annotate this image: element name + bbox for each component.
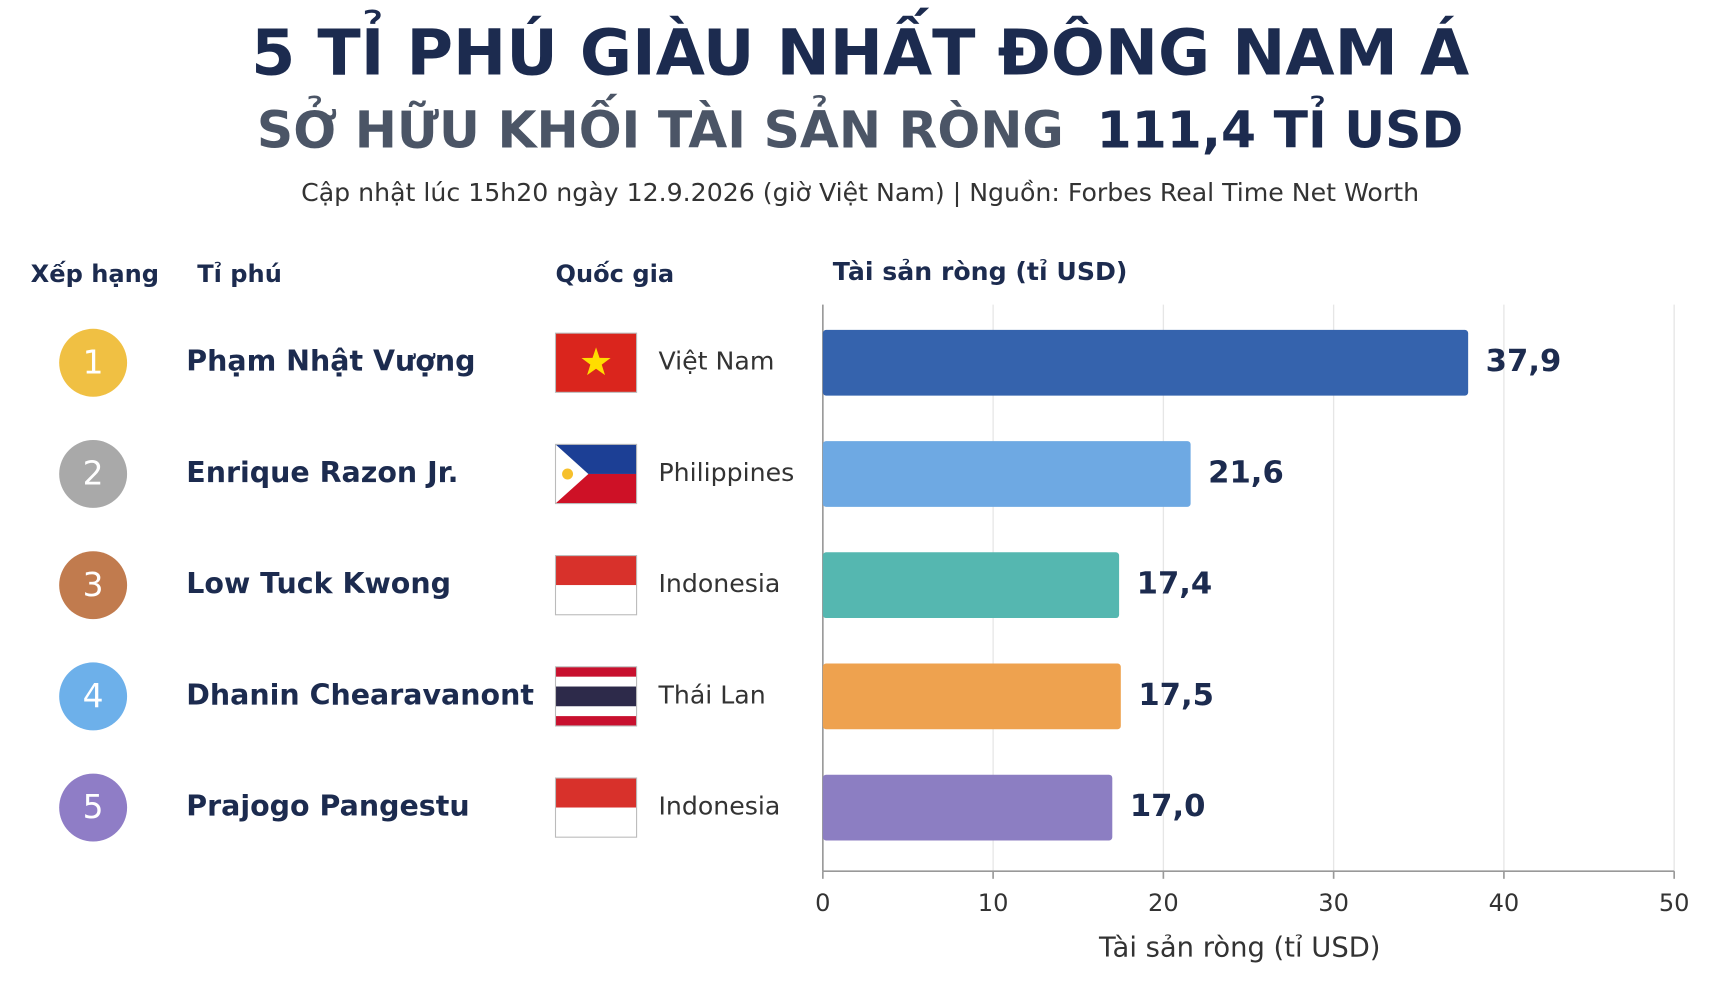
country-name: Indonesia <box>658 569 780 598</box>
flag-border <box>554 332 638 393</box>
x-tick-label: 10 <box>978 889 1009 917</box>
flag-part <box>555 778 637 808</box>
flag-part <box>555 555 637 586</box>
chart-title: 5 TỈ PHÚ GIÀU NHẤT ĐÔNG NAM Á <box>251 7 1469 90</box>
flag-part <box>555 585 637 615</box>
value-label: 37,9 <box>1486 344 1562 379</box>
column-header: Xếp hạng <box>31 260 159 288</box>
x-tick-label: 50 <box>1659 889 1690 917</box>
flag-part <box>555 807 637 838</box>
billionaire-name: Enrique Razon Jr. <box>186 456 458 489</box>
billionaire-name: Low Tuck Kwong <box>186 567 451 600</box>
flag <box>554 555 638 616</box>
bar <box>822 441 1191 507</box>
value-label: 17,0 <box>1130 789 1206 824</box>
bar <box>822 774 1113 841</box>
value-label: 17,5 <box>1138 678 1214 713</box>
value-label: 17,4 <box>1137 567 1213 602</box>
flag-border <box>554 555 638 616</box>
flag-border <box>554 777 638 838</box>
bar <box>822 329 1469 396</box>
rank-number: 5 <box>83 787 104 826</box>
flag-star <box>581 347 611 376</box>
country-name: Philippines <box>658 458 794 487</box>
column-header: Quốc gia <box>556 260 675 288</box>
flag <box>554 777 638 838</box>
bar <box>822 552 1120 619</box>
rank-badge <box>59 328 128 397</box>
column-header: Tỉ phú <box>197 260 282 288</box>
flag-part <box>555 686 637 707</box>
x-tick-label: 30 <box>1318 889 1349 917</box>
country-name: Indonesia <box>658 792 780 821</box>
rank-badge <box>59 773 128 842</box>
rank-number: 1 <box>83 342 104 381</box>
billionaire-name: Phạm Nhật Vượng <box>186 345 475 378</box>
value-label: 21,6 <box>1208 455 1284 490</box>
billionaire-name: Dhanin Chearavanont <box>186 678 534 711</box>
rank-badge <box>59 439 128 508</box>
flag <box>554 666 638 727</box>
flag-sun <box>562 468 574 480</box>
flag-border <box>554 443 638 505</box>
x-tick-label: 20 <box>1148 889 1179 917</box>
rank-number: 2 <box>83 454 104 493</box>
rank-badge <box>59 551 128 620</box>
source-note: Cập nhật lúc 15h20 ngày 12.9.2026 (giờ V… <box>301 178 1419 207</box>
rank-number: 4 <box>83 676 104 715</box>
rank-badge <box>59 662 128 731</box>
billionaire-name: Prajogo Pangestu <box>186 790 469 823</box>
x-tick-label: 40 <box>1489 889 1520 917</box>
country-name: Việt Nam <box>658 347 774 376</box>
rank-number: 3 <box>83 565 104 604</box>
flag <box>554 443 638 505</box>
flag <box>554 332 638 393</box>
chart-subtitle: SỞ HỮU KHỐI TÀI SẢN RÒNG 111,4 TỈ USD <box>257 94 1463 159</box>
x-tick-label: 0 <box>815 889 830 917</box>
x-axis-title: Tài sản ròng (tỉ USD) <box>1098 932 1380 963</box>
subtitle-highlight: 111,4 TỈ USD <box>1097 95 1464 159</box>
country-name: Thái Lan <box>657 680 765 709</box>
flag-border <box>554 666 638 727</box>
bar <box>822 663 1121 730</box>
column-header: Tài sản ròng (tỉ USD) <box>833 257 1128 286</box>
subtitle-part: SỞ HỮU KHỐI TÀI SẢN RÒNG <box>257 94 1064 159</box>
